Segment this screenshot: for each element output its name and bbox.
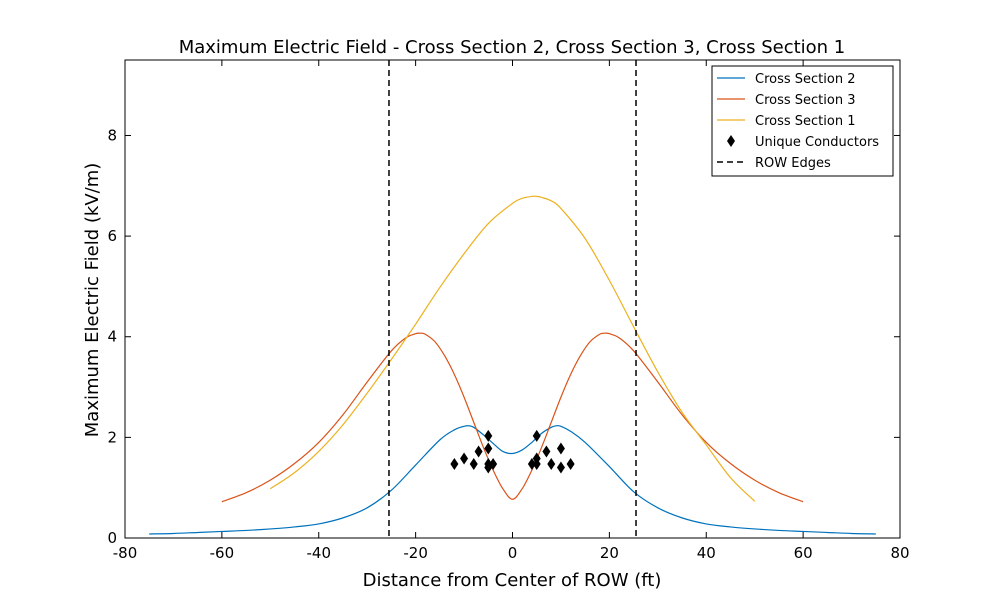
x-axis-ticks: -80 -60 -40 -20 0 20 40 60 80 [113, 60, 910, 562]
y-tick-label: 6 [107, 227, 117, 245]
conductor-markers [450, 429, 575, 474]
chart-title: Maximum Electric Field - Cross Section 2… [179, 37, 846, 58]
conductor-marker [484, 442, 493, 455]
legend-label: Unique Conductors [755, 135, 879, 150]
conductor-marker [474, 445, 483, 458]
legend-box [711, 65, 894, 177]
x-tick-label: -80 [113, 544, 138, 562]
x-tick-label: 80 [890, 544, 909, 562]
conductor-marker [566, 458, 575, 471]
x-tick-label: 20 [600, 544, 619, 562]
x-tick-label: -60 [210, 544, 235, 562]
legend-label: Cross Section 3 [755, 93, 855, 108]
x-tick-label: 60 [794, 544, 813, 562]
conductor-marker [532, 458, 541, 471]
series-line-3 [269, 195, 756, 502]
x-axis-title: Distance from Center of ROW (ft) [363, 570, 662, 591]
conductor-marker [556, 461, 565, 474]
legend-label: Cross Section 1 [755, 114, 855, 129]
series-line-1 [149, 425, 876, 535]
conductor-marker [547, 458, 556, 471]
y-tick-label: 0 [107, 529, 117, 547]
x-tick-label: 40 [697, 544, 716, 562]
x-tick-label: 0 [508, 544, 518, 562]
legend-label: Cross Section 2 [755, 72, 855, 87]
conductor-marker [556, 442, 565, 455]
y-tick-label: 4 [107, 328, 117, 346]
legend-marker [727, 135, 735, 147]
y-axis-ticks: 0 2 4 6 8 [107, 126, 900, 547]
x-tick-label: -40 [307, 544, 332, 562]
legend-label: ROW Edges [755, 156, 831, 171]
legend: Cross Section 2 Cross Section 3 Cross Sect… [711, 65, 894, 177]
y-axis-title: Maximum Electric Field (kV/m) [82, 163, 103, 437]
conductor-marker [532, 429, 541, 442]
conductor-marker [469, 458, 478, 471]
conductor-marker [460, 452, 469, 465]
plot-lines [149, 195, 876, 535]
conductor-marker [527, 458, 536, 471]
conductor-marker [542, 445, 551, 458]
conductor-marker [489, 458, 498, 471]
x-tick-label: -20 [403, 544, 428, 562]
y-tick-label: 8 [107, 126, 117, 144]
conductor-marker [450, 458, 459, 471]
y-tick-label: 2 [107, 428, 117, 446]
row-edges [388, 60, 637, 538]
series-line-2 [221, 332, 804, 503]
conductor-marker [484, 429, 493, 442]
